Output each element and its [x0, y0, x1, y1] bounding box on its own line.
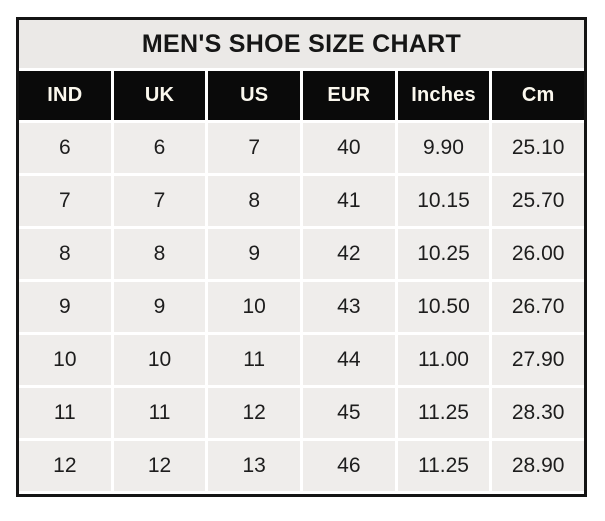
table-cell-r3-c2: 10	[208, 282, 300, 332]
table-cell-r6-c4: 11.25	[397, 441, 490, 491]
table-cell-r6-c5: 28.90	[492, 441, 584, 491]
table-cell-r2-c2: 9	[208, 229, 300, 279]
table-cell-r0-c1: 6	[113, 123, 206, 173]
table-cell-r1-c0: 7	[19, 176, 111, 226]
table-cell-r5-c3: 45	[302, 388, 395, 438]
table-cell-r0-c0: 6	[19, 123, 111, 173]
table-cell-r3-c5: 26.70	[492, 282, 584, 332]
chart-title: MEN'S SHOE SIZE CHART	[19, 20, 584, 68]
table-cell-r5-c4: 11.25	[397, 388, 490, 438]
table-cell-r4-c2: 11	[208, 335, 300, 385]
table-cell-r1-c1: 7	[113, 176, 206, 226]
table-cell-r4-c0: 10	[19, 335, 111, 385]
table-cell-r4-c1: 10	[113, 335, 206, 385]
table-cell-r1-c3: 41	[302, 176, 395, 226]
size-table: IND UK US EUR Inches Cm 6 6 7 40 9.90 25.10 7 7 8 41 10.…	[19, 71, 584, 491]
table-cell-r3-c3: 43	[302, 282, 395, 332]
table-cell-r2-c4: 10.25	[397, 229, 490, 279]
table-cell-r4-c3: 44	[302, 335, 395, 385]
table-cell-r5-c2: 12	[208, 388, 300, 438]
table-cell-r1-c4: 10.15	[397, 176, 490, 226]
table-cell-r4-c4: 11.00	[397, 335, 490, 385]
column-header-uk: UK	[113, 71, 206, 120]
table-cell-r1-c2: 8	[208, 176, 300, 226]
shoe-size-chart: MEN'S SHOE SIZE CHART IND UK US EUR Inches Cm…	[16, 17, 587, 497]
table-cell-r3-c1: 9	[113, 282, 206, 332]
table-cell-r0-c3: 40	[302, 123, 395, 173]
table-cell-r5-c0: 11	[19, 388, 111, 438]
table-cell-r4-c5: 27.90	[492, 335, 584, 385]
column-header-ind: IND	[19, 71, 111, 120]
column-header-inches: Inches	[397, 71, 490, 120]
column-header-eur: EUR	[302, 71, 395, 120]
column-header-us: US	[208, 71, 300, 120]
table-cell-r0-c5: 25.10	[492, 123, 584, 173]
table-cell-r5-c1: 11	[113, 388, 206, 438]
table-cell-r6-c1: 12	[113, 441, 206, 491]
table-cell-r6-c3: 46	[302, 441, 395, 491]
table-cell-r6-c2: 13	[208, 441, 300, 491]
table-cell-r0-c4: 9.90	[397, 123, 490, 173]
column-header-cm: Cm	[492, 71, 584, 120]
table-cell-r2-c0: 8	[19, 229, 111, 279]
table-cell-r2-c5: 26.00	[492, 229, 584, 279]
table-cell-r6-c0: 12	[19, 441, 111, 491]
table-cell-r5-c5: 28.30	[492, 388, 584, 438]
table-cell-r0-c2: 7	[208, 123, 300, 173]
table-cell-r2-c1: 8	[113, 229, 206, 279]
table-cell-r3-c4: 10.50	[397, 282, 490, 332]
table-cell-r2-c3: 42	[302, 229, 395, 279]
table-cell-r3-c0: 9	[19, 282, 111, 332]
table-cell-r1-c5: 25.70	[492, 176, 584, 226]
